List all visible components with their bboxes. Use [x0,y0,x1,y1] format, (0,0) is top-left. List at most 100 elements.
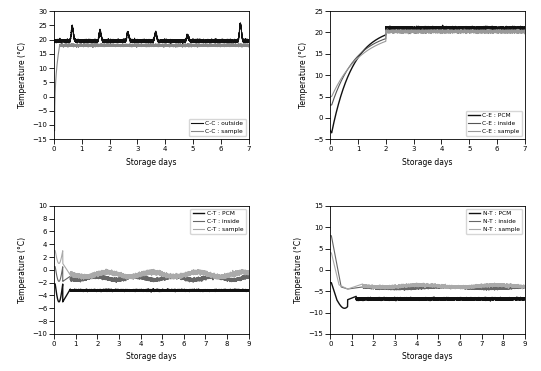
C-T : sample: (0, 3): sample: (0, 3) [51,249,57,253]
C-E : sample: (1.83, 17.5): sample: (1.83, 17.5) [378,41,385,45]
C-E : inside: (2.78, 20.4): inside: (2.78, 20.4) [404,28,411,33]
Line: C-C : outside: C-C : outside [54,23,249,43]
Line: C-E : PCM: C-E : PCM [330,25,525,133]
C-C : outside: (0.262, 18.7): outside: (0.262, 18.7) [58,41,64,46]
C-E : inside: (0.367, 8.26): inside: (0.367, 8.26) [337,81,344,85]
Y-axis label: Temperature (°C): Temperature (°C) [18,237,27,303]
C-C : outside: (7, 19.6): outside: (7, 19.6) [246,39,252,43]
C-T : sample: (2.41, -0.193): sample: (2.41, -0.193) [103,269,109,273]
C-T : inside: (7.1, -1.16): inside: (7.1, -1.16) [204,275,211,279]
C-T : inside: (2.41, -1.15): inside: (2.41, -1.15) [103,275,109,279]
C-E : inside: (4.74, 20.5): inside: (4.74, 20.5) [459,28,465,33]
C-E : PCM: (4.04, 21.7): PCM: (4.04, 21.7) [439,23,446,27]
Y-axis label: Temperature (°C): Temperature (°C) [18,42,27,108]
C-C : sample: (0.367, 18): sample: (0.367, 18) [61,43,68,47]
C-T : PCM: (2.41, -3.14): PCM: (2.41, -3.14) [103,288,109,292]
X-axis label: Storage days: Storage days [403,352,453,361]
C-C : outside: (3.39, 19.1): outside: (3.39, 19.1) [145,40,151,45]
C-T : PCM: (8.85, -3.2): PCM: (8.85, -3.2) [242,288,249,293]
C-T : sample: (0.515, 0.408): sample: (0.515, 0.408) [62,265,69,269]
C-T : inside: (5.64, -1.13): inside: (5.64, -1.13) [173,275,179,279]
Legend: C-C : outside, C-C : sample: C-C : outside, C-C : sample [189,119,246,136]
N-T : sample: (5.64, -4): sample: (5.64, -4) [449,285,456,289]
Line: C-T : PCM: C-T : PCM [54,284,249,302]
C-C : outside: (4.74, 19.5): outside: (4.74, 19.5) [182,39,189,43]
N-T : PCM: (0, -3): PCM: (0, -3) [327,280,333,285]
X-axis label: Storage days: Storage days [126,352,176,361]
C-C : sample: (6.43, 18.7): sample: (6.43, 18.7) [229,41,236,46]
N-T : sample: (9, -4.12): sample: (9, -4.12) [522,285,528,290]
N-T : inside: (0.515, -4.03): inside: (0.515, -4.03) [338,285,345,289]
Line: C-T : inside: C-T : inside [54,267,249,282]
N-T : PCM: (5.51, -6.65): PCM: (5.51, -6.65) [446,296,452,301]
C-T : PCM: (9, -3.1): PCM: (9, -3.1) [246,288,252,292]
C-C : sample: (2.78, 17.7): sample: (2.78, 17.7) [128,44,135,48]
C-C : sample: (3.39, 18.4): sample: (3.39, 18.4) [145,42,151,46]
C-C : outside: (0, 19.6): outside: (0, 19.6) [51,39,57,43]
N-T : PCM: (7.1, -6.67): PCM: (7.1, -6.67) [480,296,487,301]
N-T : inside: (0, 8): inside: (0, 8) [327,233,333,238]
C-E : sample: (0.367, 8.93): sample: (0.367, 8.93) [337,78,344,82]
N-T : inside: (7.23, -4.77): inside: (7.23, -4.77) [483,288,490,292]
C-C : outside: (6.7, 25.8): outside: (6.7, 25.8) [237,21,243,25]
N-T : PCM: (0.515, -8.62): PCM: (0.515, -8.62) [338,305,345,309]
Line: C-T : sample: C-T : sample [54,251,249,279]
C-C : outside: (2.78, 19.3): outside: (2.78, 19.3) [128,39,135,44]
C-T : sample: (9, -0.621): sample: (9, -0.621) [246,272,252,276]
Line: C-E : inside: C-E : inside [330,29,525,105]
C-E : inside: (2.05, 20.9): inside: (2.05, 20.9) [384,26,391,31]
C-C : outside: (1.83, 19.3): outside: (1.83, 19.3) [102,39,108,44]
C-E : sample: (6.75, 20.8): sample: (6.75, 20.8) [514,27,521,32]
Legend: N-T : PCM, N-T : inside, N-T : sample: N-T : PCM, N-T : inside, N-T : sample [466,209,522,234]
C-E : inside: (2.64, 20.4): inside: (2.64, 20.4) [400,29,407,33]
C-T : inside: (8.85, -0.995): inside: (8.85, -0.995) [242,274,249,279]
C-T : inside: (5.51, -1.09): inside: (5.51, -1.09) [170,275,176,279]
N-T : inside: (7.1, -4.28): inside: (7.1, -4.28) [480,286,487,290]
N-T : PCM: (5.64, -6.56): PCM: (5.64, -6.56) [449,296,456,300]
Line: C-E : sample: C-E : sample [330,29,525,96]
C-E : sample: (7, 20.3): sample: (7, 20.3) [522,29,528,33]
C-E : sample: (2.78, 20.5): sample: (2.78, 20.5) [404,28,411,33]
N-T : sample: (0, 4): sample: (0, 4) [327,250,333,255]
Legend: C-T : PCM, C-T : inside, C-T : sample: C-T : PCM, C-T : inside, C-T : sample [190,209,246,234]
C-T : inside: (9, -1.19): inside: (9, -1.19) [246,275,252,280]
C-C : outside: (2.64, 22.3): outside: (2.64, 22.3) [124,31,131,35]
C-T : PCM: (0, -2.2): PCM: (0, -2.2) [51,282,57,286]
C-T : inside: (0.515, -1.54): inside: (0.515, -1.54) [62,278,69,282]
C-C : sample: (4.74, 18.3): sample: (4.74, 18.3) [182,42,189,47]
N-T : inside: (2.41, -4.24): inside: (2.41, -4.24) [379,286,386,290]
C-C : sample: (2.64, 17.8): sample: (2.64, 17.8) [124,44,131,48]
C-T : sample: (5.64, -0.872): sample: (5.64, -0.872) [173,273,179,278]
N-T : PCM: (8.85, -6.54): PCM: (8.85, -6.54) [518,296,525,300]
N-T : inside: (5.5, -3.9): inside: (5.5, -3.9) [446,284,452,289]
C-T : inside: (2.88, -1.96): inside: (2.88, -1.96) [113,280,120,285]
C-E : sample: (2.64, 20.1): sample: (2.64, 20.1) [400,30,407,34]
Y-axis label: Temperature (°C): Temperature (°C) [294,237,303,303]
C-T : PCM: (5.64, -3.27): PCM: (5.64, -3.27) [173,289,179,293]
N-T : sample: (8.85, -3.86): sample: (8.85, -3.86) [518,284,525,289]
C-E : inside: (7, 20.3): inside: (7, 20.3) [522,29,528,33]
Line: N-T : sample: N-T : sample [330,253,525,289]
N-T : sample: (2.41, -4.09): sample: (2.41, -4.09) [379,285,386,289]
C-E : PCM: (7, 21.2): PCM: (7, 21.2) [522,25,528,30]
Line: C-C : sample: C-C : sample [54,43,249,131]
C-T : inside: (0, 0.5): inside: (0, 0.5) [51,265,57,269]
C-E : PCM: (1.83, 19): PCM: (1.83, 19) [378,35,385,39]
Line: N-T : inside: N-T : inside [330,236,525,290]
N-T : PCM: (0.657, -9): PCM: (0.657, -9) [341,306,348,311]
C-T : PCM: (7.1, -3.08): PCM: (7.1, -3.08) [204,288,211,292]
N-T : sample: (0.8, -4.5): sample: (0.8, -4.5) [344,287,351,291]
N-T : PCM: (9, -6.87): PCM: (9, -6.87) [522,297,528,301]
C-T : sample: (8.85, -0.475): sample: (8.85, -0.475) [242,271,249,275]
C-E : PCM: (0.368, 4.87): PCM: (0.368, 4.87) [337,95,344,99]
C-E : sample: (3.39, 20.2): sample: (3.39, 20.2) [421,29,428,34]
C-T : sample: (3.66, -1.5): sample: (3.66, -1.5) [130,277,136,282]
C-T : PCM: (5.51, -3.17): PCM: (5.51, -3.17) [170,288,176,292]
N-T : sample: (5.51, -4.02): sample: (5.51, -4.02) [446,285,452,289]
N-T : inside: (8.85, -4.27): inside: (8.85, -4.27) [518,286,525,290]
C-C : sample: (7, 17.5): sample: (7, 17.5) [246,45,252,49]
N-T : PCM: (2.41, -6.87): PCM: (2.41, -6.87) [379,297,386,301]
C-T : PCM: (0.225, -5): PCM: (0.225, -5) [56,300,62,304]
C-E : inside: (1.83, 18.2): inside: (1.83, 18.2) [378,38,385,43]
Legend: C-E : PCM, C-E : inside, C-E : sample: C-E : PCM, C-E : inside, C-E : sample [466,111,522,136]
